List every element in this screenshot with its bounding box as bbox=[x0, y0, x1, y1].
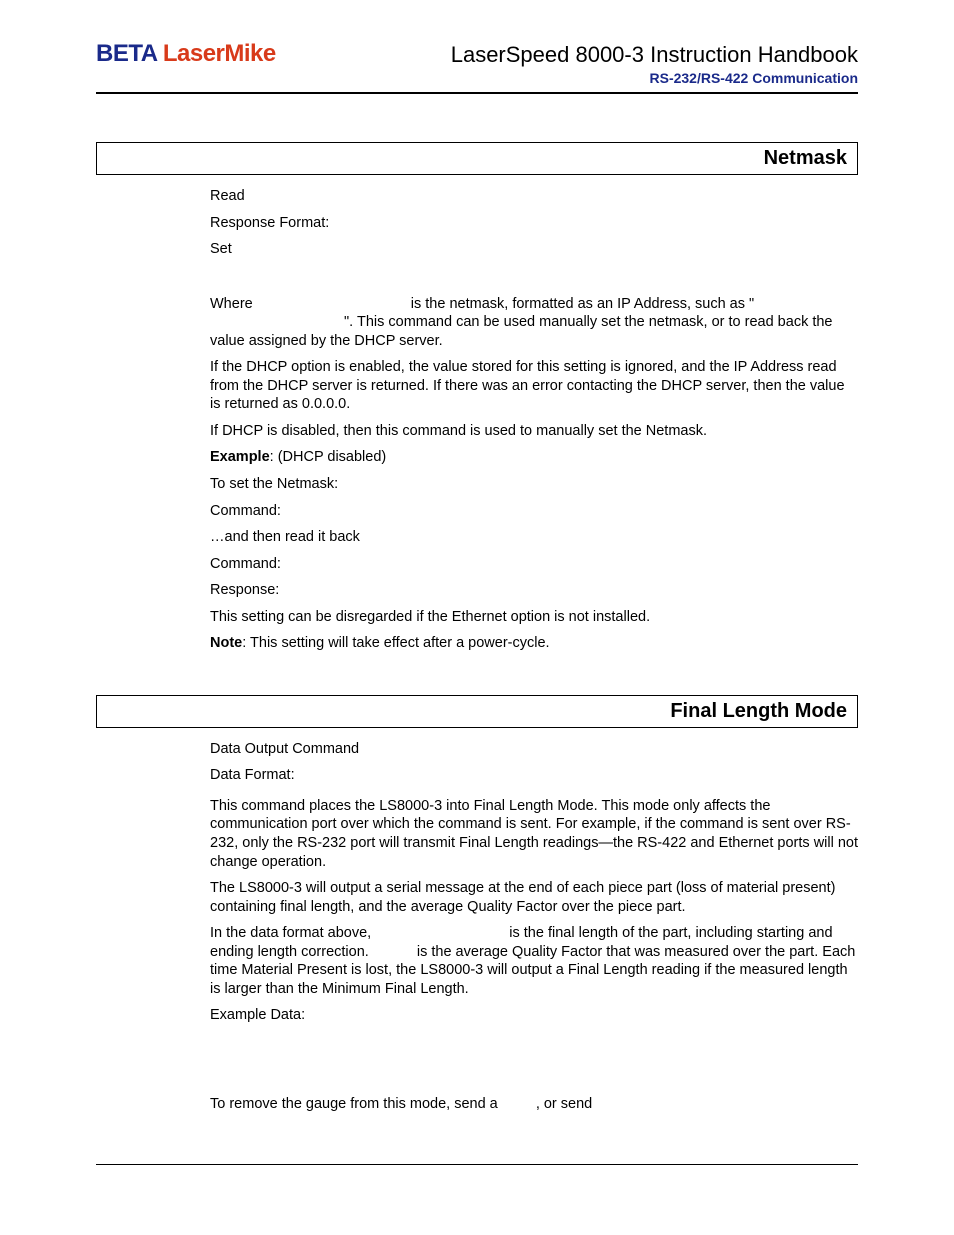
text-remove-2: , or send bbox=[536, 1096, 592, 1112]
section-subhead: RS-232/RS-422 Communication bbox=[96, 70, 858, 86]
logo-beta-text: BETA bbox=[96, 40, 157, 67]
section-title-netmask: Netmask bbox=[107, 147, 847, 170]
logo-lasermike-text: LaserMike bbox=[163, 40, 276, 67]
para-read-back: …and then read it back bbox=[210, 528, 858, 547]
document-title: LaserSpeed 8000-3 Instruction Handbook bbox=[451, 42, 858, 68]
para-disregard: This setting can be disregarded if the E… bbox=[210, 608, 858, 627]
text-example-rest: : (DHCP disabled) bbox=[270, 449, 387, 465]
text-where-1: Where bbox=[210, 296, 253, 312]
para-example: Example: (DHCP disabled) bbox=[210, 448, 858, 467]
para-output: The LS8000-3 will output a serial messag… bbox=[210, 879, 858, 916]
page-header: BETA LaserMike LaserSpeed 8000-3 Instruc… bbox=[96, 40, 858, 68]
section-body-netmask: Read Response Format: Set Where is the n… bbox=[210, 187, 858, 653]
section-title-final-length-mode: Final Length Mode bbox=[107, 700, 847, 723]
para-remove: To remove the gauge from this mode, send… bbox=[210, 1095, 858, 1114]
para-note: Note: This setting will take effect afte… bbox=[210, 634, 858, 653]
section-body-final-length-mode: Data Output Command Data Format: This co… bbox=[210, 740, 858, 1114]
para-dhcp-disabled: If DHCP is disabled, then this command i… bbox=[210, 422, 858, 441]
label-note: Note bbox=[210, 635, 242, 651]
text-remove-1: To remove the gauge from this mode, send… bbox=[210, 1096, 498, 1112]
section-box-final-length-mode: Final Length Mode bbox=[96, 695, 858, 728]
line-set: Set bbox=[210, 240, 858, 259]
para-command-1: Command: bbox=[210, 502, 858, 521]
header-rule bbox=[96, 92, 858, 94]
para-response: Response: bbox=[210, 581, 858, 600]
line-read: Read bbox=[210, 187, 858, 206]
footer-rule bbox=[96, 1164, 858, 1165]
text-where-4: ". This command can be used manually set… bbox=[210, 314, 833, 349]
para-to-set: To set the Netmask: bbox=[210, 475, 858, 494]
text-df-1: In the data format above, bbox=[210, 925, 371, 941]
section-box-netmask: Netmask bbox=[96, 142, 858, 175]
logo: BETA LaserMike bbox=[96, 40, 276, 68]
para-example-data: Example Data: bbox=[210, 1006, 858, 1025]
text-note-rest: : This setting will take effect after a … bbox=[242, 635, 549, 651]
para-command-2: Command: bbox=[210, 555, 858, 574]
text-where-3: " bbox=[749, 296, 754, 312]
para-data-format-desc: In the data format above, is the final l… bbox=[210, 924, 858, 998]
line-response-format: Response Format: bbox=[210, 214, 858, 233]
line-data-format: Data Format: bbox=[210, 766, 858, 785]
para-where: Where is the netmask, formatted as an IP… bbox=[210, 295, 858, 351]
para-dhcp-enabled: If the DHCP option is enabled, the value… bbox=[210, 358, 858, 414]
header-right: LaserSpeed 8000-3 Instruction Handbook bbox=[451, 42, 858, 68]
para-intro: This command places the LS8000-3 into Fi… bbox=[210, 797, 858, 871]
page: BETA LaserMike LaserSpeed 8000-3 Instruc… bbox=[0, 0, 954, 1235]
label-example: Example bbox=[210, 449, 270, 465]
line-data-output-command: Data Output Command bbox=[210, 740, 858, 759]
text-where-2: is the netmask, formatted as an IP Addre… bbox=[411, 296, 745, 312]
